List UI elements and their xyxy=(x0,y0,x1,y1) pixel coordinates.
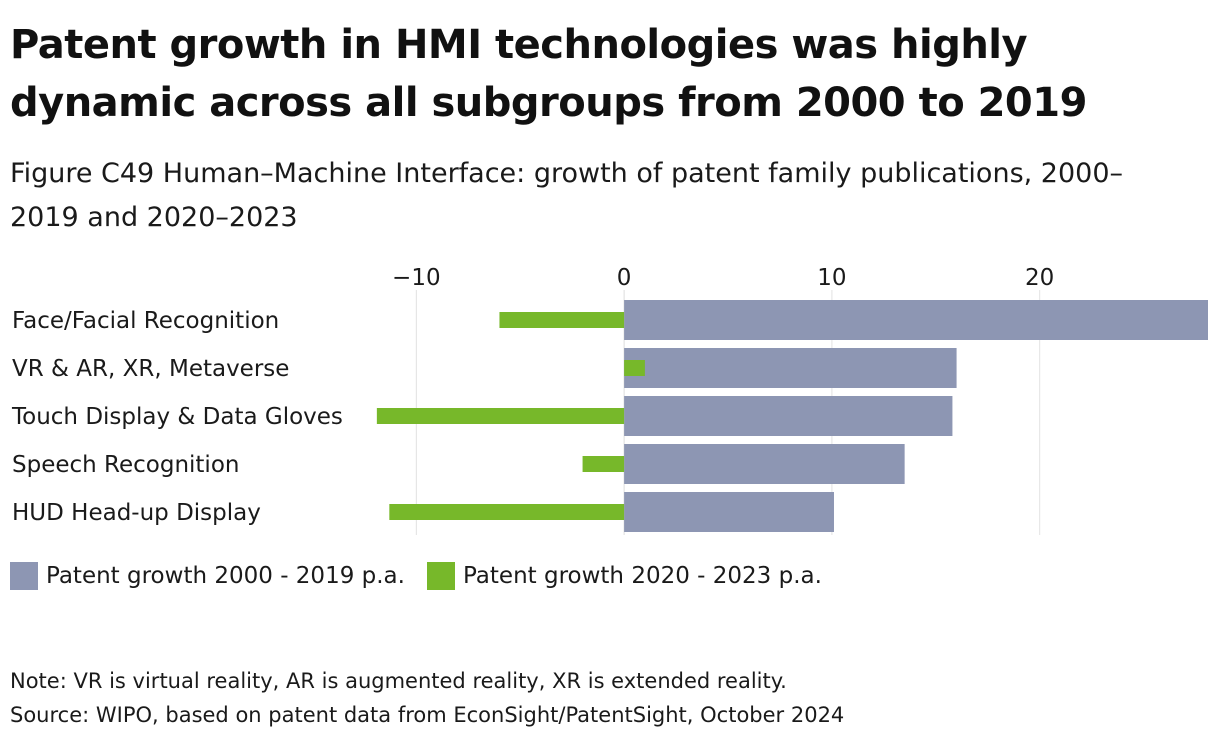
bar-chart: −10 0 10 20 Face/Facial Recognition VR & AR,… xyxy=(11,265,1208,535)
source-text: Source: WIPO, based on patent data from … xyxy=(10,703,845,727)
bar-2000-2019 xyxy=(624,492,834,532)
x-tick-label: −10 xyxy=(392,265,441,291)
legend: Patent growth 2000 - 2019 p.a. Patent gr… xyxy=(10,562,844,590)
x-tick-label: 10 xyxy=(817,265,846,291)
chart-subtitle: Figure C49 Human–Machine Interface: grow… xyxy=(10,158,1124,233)
legend-item-2000-2019: Patent growth 2000 - 2019 p.a. xyxy=(10,562,405,590)
note-text: Note: VR is virtual reality, AR is augme… xyxy=(10,669,787,693)
category-label: Face/Facial Recognition xyxy=(12,308,279,334)
category-label: Touch Display & Data Gloves xyxy=(11,404,343,430)
legend-item-2020-2023: Patent growth 2020 - 2023 p.a. xyxy=(426,562,822,590)
bar-2020-2023 xyxy=(376,408,625,424)
legend-label-2000-2019: Patent growth 2000 - 2019 p.a. xyxy=(46,563,405,589)
bar-2000-2019 xyxy=(624,348,957,388)
legend-swatch-2020-2023 xyxy=(426,562,455,590)
bar-2020-2023 xyxy=(499,312,625,328)
legend-swatch-2000-2019 xyxy=(10,562,38,590)
bar-2020-2023 xyxy=(624,360,645,376)
footnotes: Note: VR is virtual reality, AR is augme… xyxy=(10,664,844,732)
bar-2000-2019 xyxy=(624,444,905,484)
category-label: VR & AR, XR, Metaverse xyxy=(12,356,289,382)
category-label: HUD Head-up Display xyxy=(12,500,261,526)
bar-2000-2019 xyxy=(624,396,953,436)
bar-2000-2019 xyxy=(624,300,1208,340)
bar-2020-2023 xyxy=(389,504,625,520)
category-labels: Face/Facial Recognition VR & AR, XR, Meta… xyxy=(11,308,343,526)
bars xyxy=(376,300,1208,532)
x-axis-ticks: −10 0 10 20 xyxy=(392,265,1054,291)
x-tick-label: 0 xyxy=(617,265,632,291)
x-tick-label: 20 xyxy=(1025,265,1054,291)
category-label: Speech Recognition xyxy=(12,452,239,478)
chart-title: Patent growth in HMI technologies was hi… xyxy=(10,22,1087,126)
legend-label-2020-2023: Patent growth 2020 - 2023 p.a. xyxy=(462,563,822,589)
bar-2020-2023 xyxy=(582,456,625,472)
